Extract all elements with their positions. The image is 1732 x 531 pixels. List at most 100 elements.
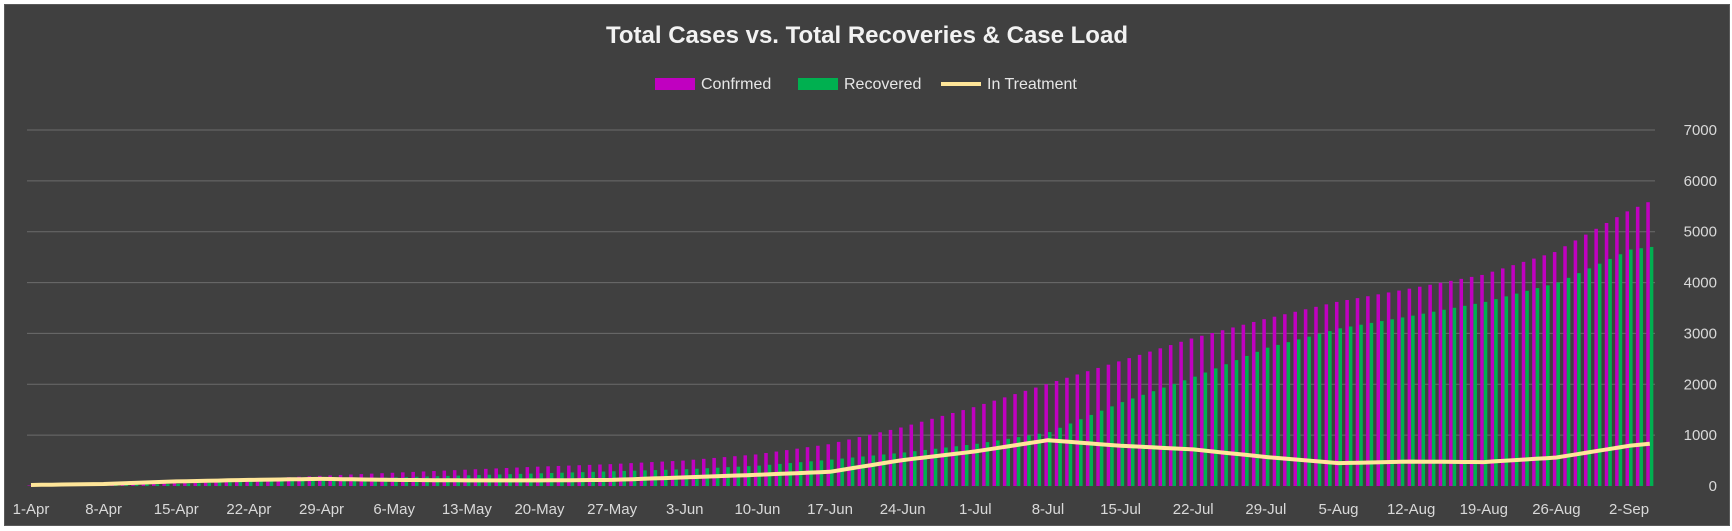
bar-confirmed — [577, 465, 581, 486]
x-tick-label: 19-Aug — [1460, 501, 1508, 518]
bar-recovered — [300, 479, 305, 486]
bar-recovered — [1411, 315, 1415, 486]
bar-recovered — [913, 451, 917, 486]
bar-recovered — [197, 483, 201, 486]
x-tick-label: 3-Jun — [666, 501, 704, 518]
bar-confirmed — [1635, 206, 1640, 486]
bar-confirmed — [930, 418, 934, 486]
x-tick-label: 15-Apr — [154, 501, 199, 518]
bar-confirmed — [1490, 271, 1495, 486]
bar-confirmed — [1210, 332, 1214, 486]
bar-confirmed — [618, 463, 623, 486]
bar-recovered — [124, 484, 128, 486]
bar-confirmed — [1231, 327, 1235, 486]
bar-confirmed — [1168, 345, 1173, 486]
legend-item-confirmed: Confrmed — [655, 76, 771, 93]
bar-confirmed — [473, 469, 478, 486]
bar-recovered — [207, 482, 211, 486]
bar-confirmed — [1220, 330, 1225, 486]
bar-confirmed — [1044, 384, 1048, 486]
bar-recovered — [985, 442, 990, 486]
bar-confirmed — [1148, 351, 1152, 486]
bar-confirmed — [1604, 222, 1609, 487]
bar-confirmed — [608, 464, 613, 486]
bar-recovered — [964, 445, 969, 486]
bar-recovered — [1597, 263, 1602, 486]
bar-recovered — [1203, 372, 1208, 486]
bar-recovered — [1213, 368, 1218, 486]
chart-title: Total Cases vs. Total Recoveries & Case … — [606, 22, 1128, 49]
x-tick-label: 8-Apr — [85, 501, 122, 518]
bar-confirmed — [297, 476, 301, 486]
legend-item-recovered: Recovered — [798, 76, 921, 93]
bar-recovered — [269, 480, 274, 486]
bar-recovered — [975, 443, 979, 486]
bar-recovered — [1442, 309, 1446, 486]
bar-recovered — [1618, 254, 1623, 486]
bar-confirmed — [888, 429, 893, 486]
x-tick-label: 5-Aug — [1318, 501, 1358, 518]
y-tick-label: 5000 — [1684, 224, 1717, 241]
bar-confirmed — [1075, 374, 1080, 486]
bar-confirmed — [1511, 265, 1515, 486]
bar-recovered — [1296, 339, 1301, 486]
x-tick-label: 12-Aug — [1387, 501, 1435, 518]
x-tick-label: 24-Jun — [880, 501, 926, 518]
bar-recovered — [1286, 342, 1291, 486]
bar-recovered — [311, 479, 315, 486]
bar-recovered — [1504, 296, 1509, 486]
bar-recovered — [1162, 387, 1166, 486]
bar-recovered — [238, 481, 243, 486]
bar-confirmed — [1345, 300, 1349, 486]
bar-recovered — [1027, 435, 1031, 486]
bar-recovered — [1089, 414, 1093, 486]
bar-confirmed — [1085, 371, 1090, 486]
bar-confirmed — [961, 410, 965, 486]
gridlines — [27, 129, 1655, 436]
x-tick-label: 1-Jul — [959, 501, 992, 518]
bar-recovered — [1317, 333, 1322, 486]
bar-confirmed — [515, 467, 519, 486]
bar-recovered — [1255, 351, 1260, 486]
bar-confirmed — [992, 400, 997, 486]
bar-recovered — [155, 484, 160, 486]
bar-confirmed — [951, 412, 955, 486]
bar-recovered — [363, 478, 367, 486]
bar-recovered — [1494, 299, 1498, 486]
bar-confirmed — [774, 451, 779, 486]
bar-recovered — [850, 457, 855, 486]
bar-confirmed — [484, 468, 488, 486]
bar-recovered — [176, 483, 180, 486]
bar-recovered — [165, 484, 170, 486]
bar-recovered — [145, 484, 149, 486]
bar-confirmed — [733, 456, 737, 486]
y-tick-label: 7000 — [1684, 122, 1717, 139]
chart-container: Total Cases vs. Total Recoveries & Case … — [4, 4, 1730, 526]
bars — [27, 202, 1654, 487]
x-tick-label: 26-Aug — [1532, 501, 1580, 518]
bar-confirmed — [27, 485, 31, 486]
bar-confirmed — [1376, 294, 1381, 486]
bar-confirmed — [598, 464, 602, 486]
bar-confirmed — [151, 482, 156, 486]
bar-recovered — [217, 482, 222, 486]
bar-recovered — [134, 484, 139, 486]
bar-recovered — [331, 479, 336, 486]
bar-confirmed — [1532, 258, 1536, 486]
bar-confirmed — [753, 454, 758, 486]
bar-recovered — [996, 440, 1000, 486]
bar-confirmed — [971, 407, 976, 486]
bar-confirmed — [286, 477, 291, 486]
bar-recovered — [1587, 268, 1592, 486]
bar-confirmed — [743, 455, 748, 486]
bar-confirmed — [1615, 217, 1619, 487]
bar-confirmed — [1002, 397, 1007, 486]
bar-confirmed — [1137, 354, 1142, 486]
bar-confirmed — [1293, 311, 1297, 486]
bar-recovered — [1483, 301, 1488, 486]
x-tick-label: 15-Jul — [1100, 501, 1141, 518]
bar-recovered — [1182, 380, 1187, 486]
bar-confirmed — [1158, 348, 1163, 486]
bar-recovered — [1473, 303, 1477, 486]
bar-confirmed — [1480, 274, 1484, 486]
